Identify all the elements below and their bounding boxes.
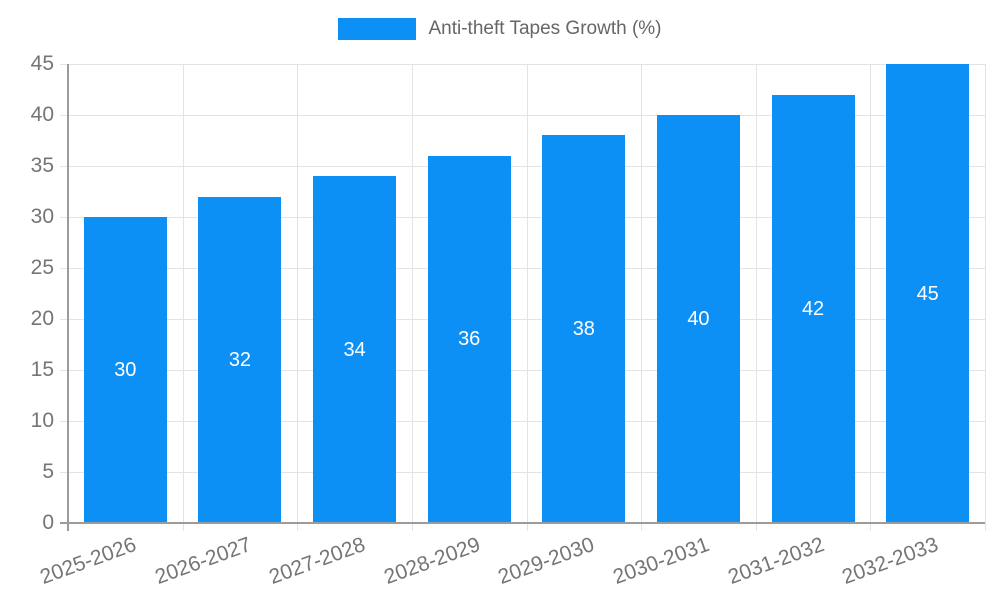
y-axis-line [67,64,69,531]
bar-2028-2029[interactable]: 36 [427,155,511,523]
bar-2029-2030[interactable]: 38 [542,135,626,523]
y-gridline [60,370,985,371]
bar-value-label: 30 [114,359,137,381]
x-gridline [641,64,643,531]
x-gridline [526,64,528,531]
bar-value-label: 40 [687,308,710,330]
y-gridline [60,472,985,473]
y-gridline [60,421,985,422]
y-axis-tick-label: 25 [30,256,54,279]
y-axis-tick-label: 5 [42,460,54,483]
y-gridline [60,64,985,65]
bar-2030-2031[interactable]: 40 [656,115,740,523]
legend-swatch [338,18,417,40]
y-gridline [60,166,985,167]
x-axis-tick-label: 2026-2027 [151,533,254,589]
x-gridline [411,64,413,531]
x-axis-tick-label: 2027-2028 [266,533,369,589]
bar-value-label: 38 [572,318,595,341]
bar-value-label: 36 [458,328,481,351]
x-gridline [755,64,757,531]
bar-2026-2027[interactable]: 32 [198,196,282,523]
y-gridline [60,217,985,218]
x-axis-tick-label: 2025-2026 [36,533,140,589]
x-axis-line [60,522,985,524]
y-axis-tick-label: 40 [30,103,54,126]
y-axis-tick-label: 15 [30,358,54,381]
bar-2032-2033[interactable]: 45 [886,64,970,523]
y-gridline [60,319,985,320]
x-gridline [182,64,184,531]
x-axis-tick-label: 2029-2030 [495,533,598,589]
bar-2025-2026[interactable]: 30 [83,217,167,523]
y-axis-tick-label: 45 [30,52,54,75]
bar-2031-2032[interactable]: 42 [771,94,855,523]
bar-value-label: 42 [801,297,825,320]
x-gridline [297,64,299,531]
y-gridline [60,268,985,269]
y-axis-tick-label: 0 [42,511,54,534]
bar-value-label: 45 [916,282,939,305]
x-axis-tick-label: 2032-2033 [839,533,942,589]
bar-value-label: 34 [343,338,366,361]
y-axis-tick-label: 10 [30,409,54,432]
legend-label: Anti-theft Tapes Growth (%) [428,18,662,39]
y-axis-tick-label: 35 [30,154,54,177]
y-axis-tick-label: 20 [30,307,54,330]
x-axis-tick-label: 2031-2032 [724,533,827,589]
x-gridline [870,64,872,531]
x-gridline [985,64,986,531]
y-axis-tick-label: 30 [30,205,54,228]
x-axis-tick-label: 2028-2029 [380,533,484,589]
bar-2027-2028[interactable]: 34 [313,176,397,523]
bar-value-label: 32 [228,348,252,371]
y-gridline [60,115,985,116]
x-axis-tick-label: 2030-2031 [610,533,713,589]
legend[interactable]: Anti-theft Tapes Growth (%) [0,18,1000,40]
